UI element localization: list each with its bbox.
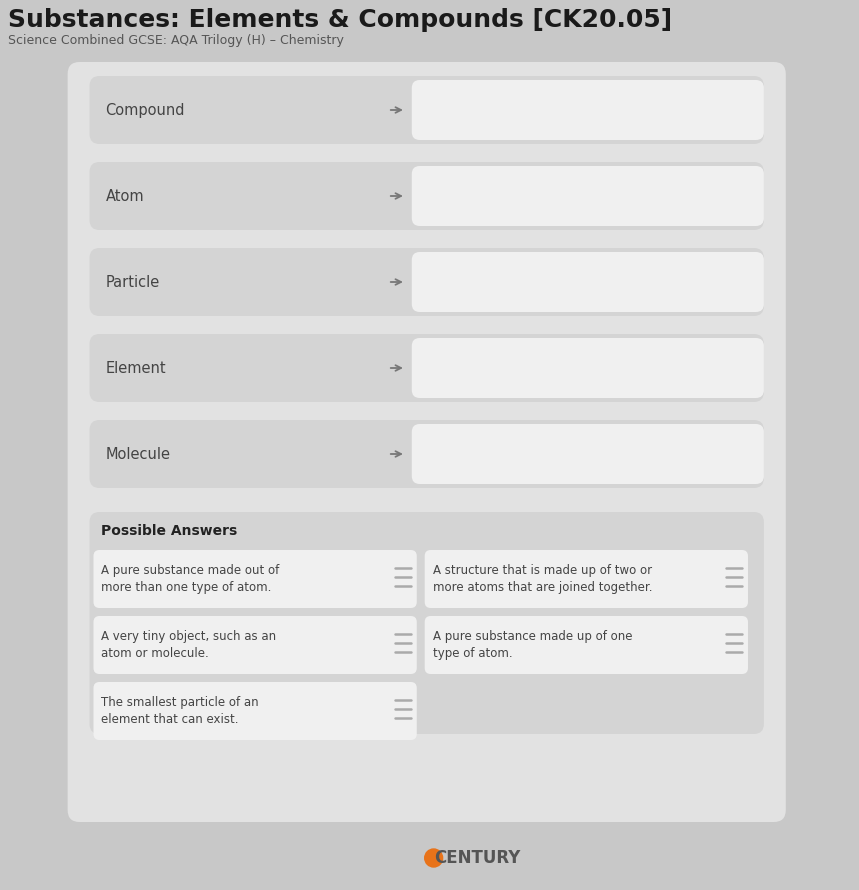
- Text: Science Combined GCSE: AQA Trilogy (H) – Chemistry: Science Combined GCSE: AQA Trilogy (H) –…: [8, 34, 344, 47]
- Text: Element: Element: [106, 360, 166, 376]
- Text: A very tiny object, such as an
atom or molecule.: A very tiny object, such as an atom or m…: [101, 630, 277, 660]
- Text: The smallest particle of an
element that can exist.: The smallest particle of an element that…: [101, 696, 259, 726]
- FancyBboxPatch shape: [89, 334, 764, 402]
- FancyBboxPatch shape: [411, 338, 764, 398]
- FancyBboxPatch shape: [89, 248, 764, 316]
- Text: A pure substance made up of one
type of atom.: A pure substance made up of one type of …: [433, 630, 632, 660]
- FancyBboxPatch shape: [89, 162, 764, 230]
- Text: Possible Answers: Possible Answers: [101, 524, 238, 538]
- FancyBboxPatch shape: [89, 76, 764, 144]
- FancyBboxPatch shape: [411, 166, 764, 226]
- FancyBboxPatch shape: [424, 550, 748, 608]
- FancyBboxPatch shape: [411, 80, 764, 140]
- FancyBboxPatch shape: [94, 550, 417, 608]
- FancyBboxPatch shape: [68, 62, 786, 822]
- Text: A pure substance made out of
more than one type of atom.: A pure substance made out of more than o…: [101, 564, 280, 594]
- FancyBboxPatch shape: [424, 616, 748, 674]
- Text: Compound: Compound: [106, 102, 185, 117]
- Text: A structure that is made up of two or
more atoms that are joined together.: A structure that is made up of two or mo…: [433, 564, 652, 594]
- Text: Molecule: Molecule: [106, 447, 170, 462]
- FancyBboxPatch shape: [94, 682, 417, 740]
- FancyBboxPatch shape: [89, 512, 764, 734]
- FancyBboxPatch shape: [411, 252, 764, 312]
- FancyBboxPatch shape: [94, 616, 417, 674]
- Text: Atom: Atom: [106, 189, 144, 204]
- Text: Substances: Elements & Compounds [CK20.05]: Substances: Elements & Compounds [CK20.0…: [8, 8, 672, 32]
- FancyBboxPatch shape: [411, 424, 764, 484]
- Text: Particle: Particle: [106, 274, 160, 289]
- Text: CENTURY: CENTURY: [435, 849, 521, 867]
- Circle shape: [424, 849, 442, 867]
- FancyBboxPatch shape: [89, 420, 764, 488]
